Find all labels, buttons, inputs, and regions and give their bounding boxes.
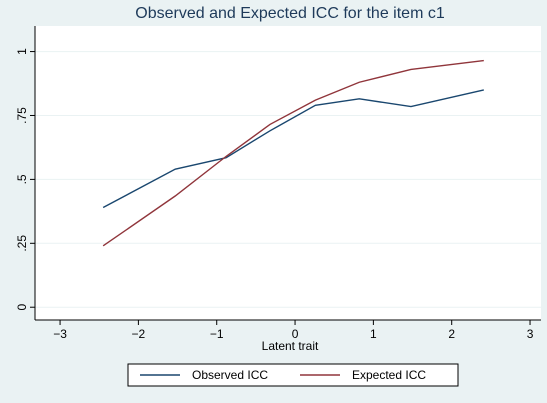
legend-label: Observed ICC xyxy=(192,368,268,382)
y-tick-label: 0 xyxy=(15,304,29,311)
series-line xyxy=(102,89,484,209)
x-tick-label: −2 xyxy=(132,327,146,341)
x-tick-label: −1 xyxy=(210,327,224,341)
legend-label: Expected ICC xyxy=(352,368,426,382)
series-line xyxy=(102,59,484,247)
plot-area xyxy=(35,26,541,320)
y-tick-label: .5 xyxy=(15,174,29,184)
x-tick-label: −3 xyxy=(53,327,67,341)
x-tick-label: 2 xyxy=(448,327,455,341)
x-tick-label: 0 xyxy=(292,327,299,341)
x-tick-label: 1 xyxy=(370,327,377,341)
chart-title: Observed and Expected ICC for the item c… xyxy=(135,5,445,22)
x-tick-label: 3 xyxy=(527,327,534,341)
x-axis-label: Latent trait xyxy=(262,339,319,353)
y-tick-label: .75 xyxy=(15,107,29,124)
legend-box xyxy=(127,363,459,387)
y-tick-label: .25 xyxy=(15,235,29,252)
y-tick-label: 1 xyxy=(15,48,29,55)
